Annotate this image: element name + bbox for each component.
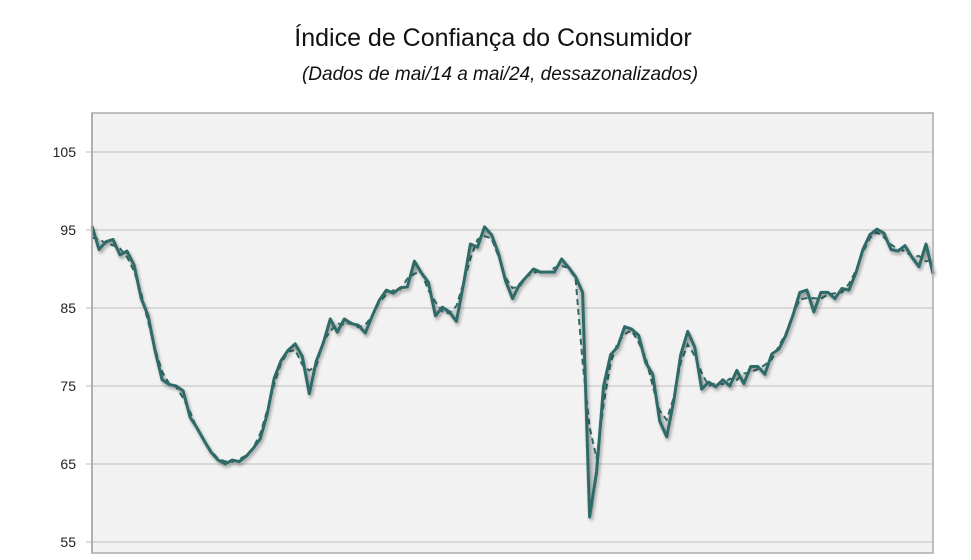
y-tick-label: 85 — [60, 300, 76, 316]
y-tick-label: 65 — [60, 456, 76, 472]
y-tick-label: 75 — [60, 378, 76, 394]
y-tick-label: 95 — [60, 222, 76, 238]
y-tick-label: 55 — [60, 534, 76, 550]
plot-area — [92, 113, 933, 553]
y-tick-label: 105 — [53, 144, 77, 160]
y-axis-labels: 55 65 75 85 95 105 — [53, 144, 77, 550]
